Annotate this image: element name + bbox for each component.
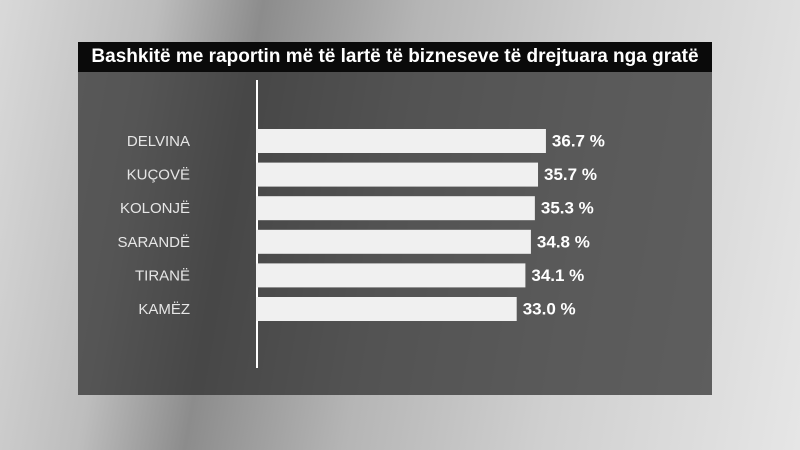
value-label: 34.8 % [537,232,590,251]
bar [256,229,531,254]
value-label: 35.7 % [544,165,597,184]
category-label: TIRANË [135,267,190,284]
value-label: 34.1 % [531,266,584,285]
category-label: KOLONJË [120,200,190,217]
title-bar [78,42,712,72]
bar [256,196,535,221]
value-label: 35.3 % [541,199,594,218]
category-label: SARANDË [117,234,190,251]
bar [256,129,546,153]
bar [256,162,539,187]
category-label: DELVINA [127,133,190,150]
value-label: 36.7 % [552,131,605,150]
category-label: KUÇOVË [127,167,190,184]
bar [256,297,517,321]
category-label: KAMËZ [138,301,190,318]
bar [256,263,526,288]
chart-title: Bashkitë me raportin më të lartë të bizn… [91,46,698,67]
value-label: 33.0 % [523,299,576,318]
